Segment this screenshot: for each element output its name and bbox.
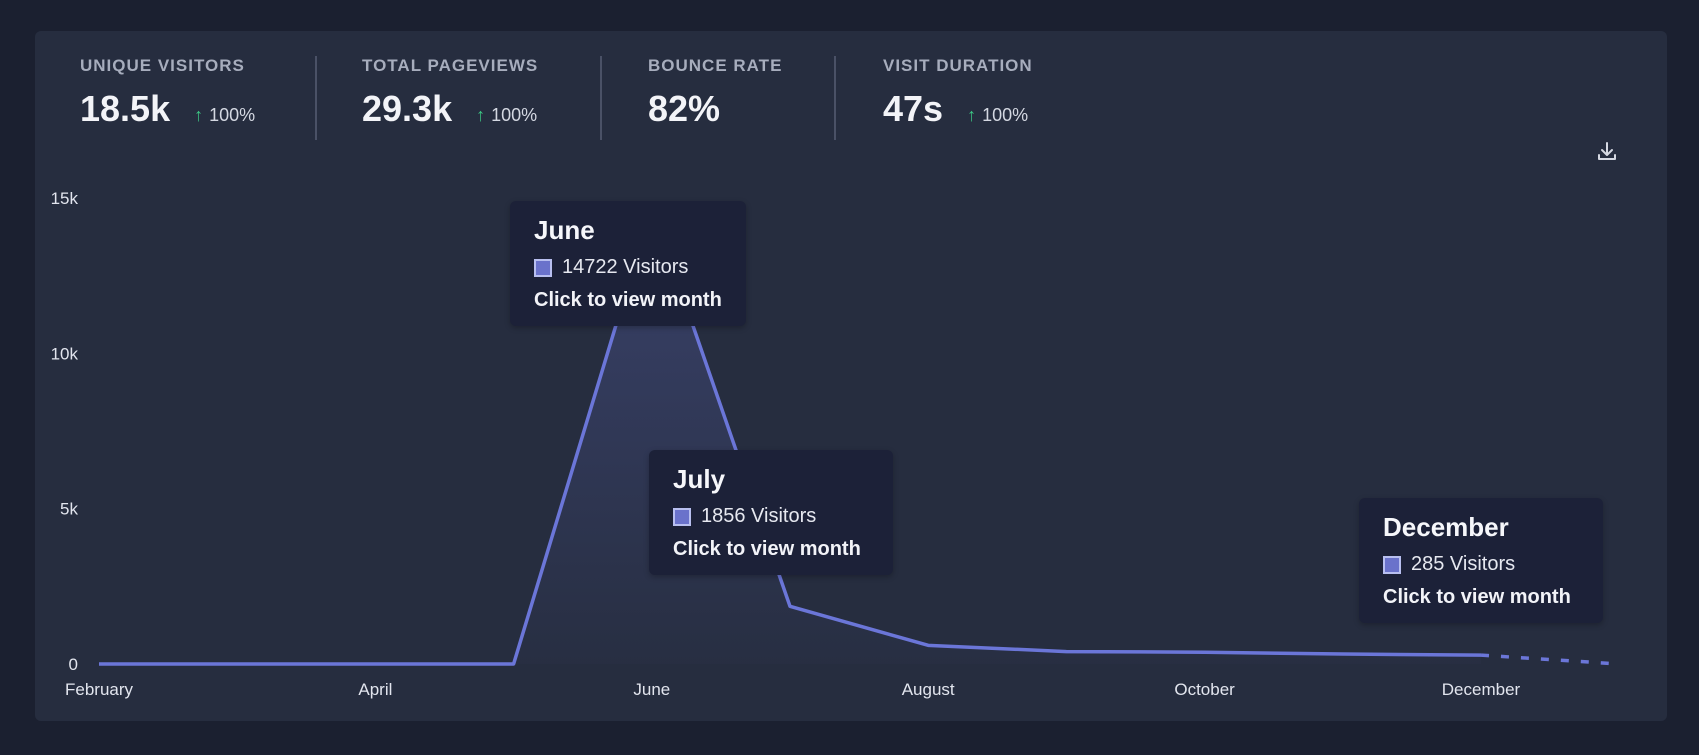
visitors-line-chart[interactable]: 0 5k 10k 15k February April June August October… — [35, 31, 1667, 721]
data-point-january[interactable] — [1616, 661, 1622, 667]
data-point-august[interactable] — [925, 642, 931, 648]
y-tick-label: 10k — [51, 344, 79, 363]
view-month-link[interactable]: Click to view month — [534, 289, 722, 311]
stat-label: VISIT DURATION — [883, 56, 1033, 75]
tooltip-value: 14722 Visitors — [562, 256, 689, 278]
stat-bounce-rate[interactable]: BOUNCE RATE 82% — [648, 56, 782, 130]
arrow-up-icon: ↑ — [476, 105, 486, 125]
x-tick-label: June — [633, 680, 670, 699]
data-point-september[interactable] — [1063, 649, 1069, 655]
stat-visit-duration[interactable]: VISIT DURATION 47s ↑ 100% — [883, 56, 1033, 130]
x-tick-label: October — [1174, 680, 1235, 699]
data-point-april[interactable] — [372, 661, 378, 667]
stat-change-value: 100% — [209, 105, 256, 125]
tooltip-value: 285 Visitors — [1411, 553, 1516, 575]
legend-swatch — [534, 258, 552, 277]
stat-value: 18.5k — [80, 88, 171, 129]
data-point-february[interactable] — [96, 661, 102, 667]
stat-change-value: 100% — [982, 105, 1029, 125]
tooltip-value: 1856 Visitors — [701, 505, 817, 527]
legend-swatch — [1383, 555, 1401, 574]
data-point-october[interactable] — [1202, 649, 1208, 655]
stat-label: BOUNCE RATE — [648, 56, 783, 75]
data-point-november[interactable] — [1340, 651, 1346, 657]
tooltip-title: July — [673, 464, 726, 494]
stat-label: UNIQUE VISITORS — [80, 56, 245, 75]
legend-swatch — [673, 507, 691, 526]
arrow-up-icon: ↑ — [194, 105, 204, 125]
stat-divider — [315, 56, 317, 140]
data-point-july[interactable] — [787, 603, 793, 609]
y-tick-label: 0 — [69, 655, 78, 674]
y-tick-label: 15k — [51, 189, 79, 208]
x-tick-label: February — [65, 680, 134, 699]
stat-change: ↑ 100% — [194, 105, 255, 126]
tooltip-june[interactable]: June 14722 Visitors Click to view month — [510, 201, 746, 326]
series-line-visitors — [99, 204, 1482, 666]
stat-total-pageviews[interactable]: TOTAL PAGEVIEWS 29.3k ↑ 100% — [362, 56, 538, 130]
stat-value: 29.3k — [362, 88, 453, 129]
stats-card: UNIQUE VISITORS 18.5k ↑ 100% TOTAL PAGEV… — [35, 31, 1667, 721]
tooltip-title: December — [1383, 512, 1509, 542]
tooltip-july[interactable]: July 1856 Visitors Click to view month — [649, 450, 893, 575]
stat-change: ↑ 100% — [967, 105, 1028, 126]
data-point-december[interactable] — [1478, 652, 1484, 658]
stat-change: ↑ 100% — [476, 105, 537, 126]
stat-unique-visitors[interactable]: UNIQUE VISITORS 18.5k ↑ 100% — [80, 56, 255, 130]
stat-value: 47s — [883, 88, 944, 129]
tooltip-title: June — [534, 215, 595, 245]
tooltip-december[interactable]: December 285 Visitors Click to view mont… — [1359, 498, 1603, 623]
x-tick-label: April — [358, 680, 392, 699]
view-month-link[interactable]: Click to view month — [673, 538, 861, 560]
y-tick-label: 5k — [60, 500, 78, 519]
x-tick-label: August — [902, 680, 955, 699]
data-point-march[interactable] — [234, 661, 240, 667]
view-month-link[interactable]: Click to view month — [1383, 586, 1571, 608]
series-line-incomplete — [1480, 653, 1620, 666]
arrow-up-icon: ↑ — [967, 105, 977, 125]
series-area-visitors — [99, 206, 1481, 664]
stat-label: TOTAL PAGEVIEWS — [362, 56, 539, 75]
data-point-may[interactable] — [511, 661, 517, 667]
stat-value: 82% — [648, 88, 721, 129]
download-icon — [1598, 142, 1616, 160]
stat-divider — [600, 56, 602, 140]
download-button[interactable] — [1591, 136, 1623, 168]
x-tick-label: December — [1442, 680, 1521, 699]
stat-divider — [834, 56, 836, 140]
stat-change-value: 100% — [491, 105, 538, 125]
